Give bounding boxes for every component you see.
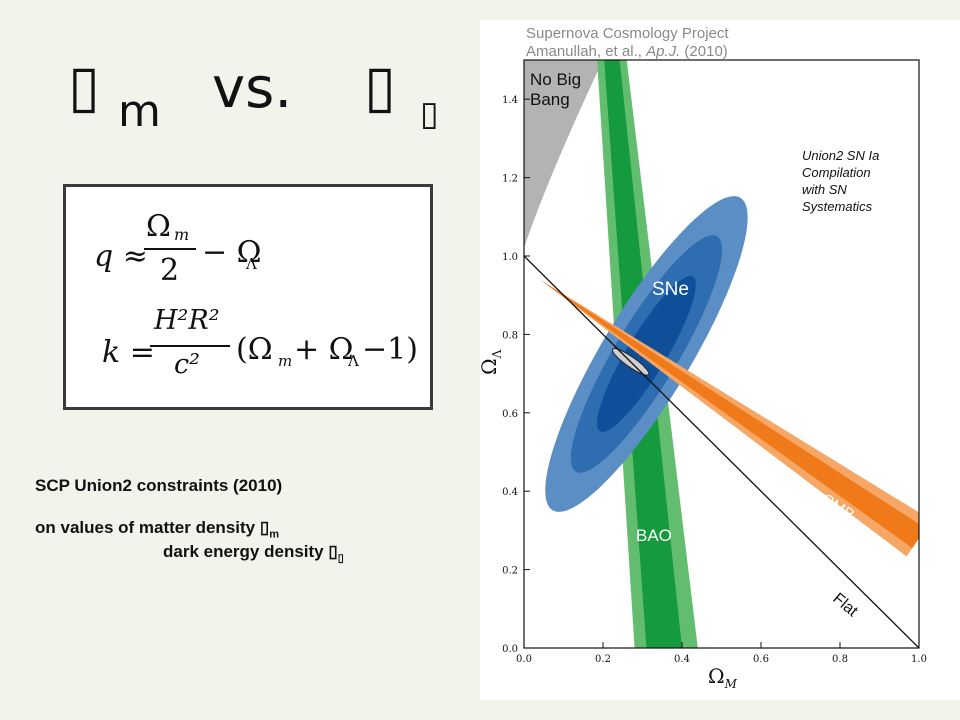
x-tick-label-2: 0.4 [674,654,690,665]
y-tick-label-5: 1.0 [502,252,518,263]
cosmology-contour-plot: Supernova Cosmology Project Amanullah, e… [480,20,960,700]
caption-omega-m-symbol: ▯ [259,518,270,537]
eq2-paren-open: (Ω [236,332,273,367]
caption-omega-m-sub: m [269,528,279,541]
cmb-band-group [539,279,919,557]
omega-lambda-symbol: ▯ [364,52,396,120]
y-tick-label-3: 0.6 [502,409,518,420]
annotation-bao: BAO [636,526,672,545]
eq1-rest-sub: Λ [246,255,257,273]
eq2-plus-omega: + Ω [294,332,354,367]
eq2-numerator: H²R² [154,305,220,336]
eq2-sub-lambda: Λ [348,352,359,370]
annotation-no-big-bang-2: Bang [530,90,570,109]
caption: SCP Union2 constraints (2010) on values … [35,476,465,565]
y-tick-label-2: 0.4 [502,487,518,498]
caption-line-3-text: dark energy density [163,542,329,562]
annotation-compilation-2: Compilation [802,165,871,180]
eq2-lhs: k = [102,335,155,370]
omega-m-subscript: m [118,86,161,137]
y-tick-label-1: 0.2 [502,566,518,577]
no-big-bang-region [524,60,603,249]
y-tick-label-0: 0.0 [502,644,518,655]
x-axis-ticks: 0.0 0.2 0.4 0.6 0.8 1.0 [516,642,927,665]
vs-label: vs. [212,56,293,121]
caption-line-3: dark energy density ▯▯ [35,542,465,564]
caption-line-2-text: on values of matter density [35,518,260,537]
eq1-rest: − Ω [202,235,262,270]
x-tick-label-4: 0.8 [832,654,848,665]
x-axis-label: ΩM [708,664,738,691]
equation-box: q ≈ Ω m 2 − Ω Λ k = H²R² c² (Ω m + Ω Λ −… [63,184,433,410]
x-tick-label-1: 0.2 [595,654,611,665]
y-tick-label-6: 1.2 [502,174,518,185]
eq1-lhs: q ≈ [94,239,148,274]
eq1-numerator: Ω [146,209,171,244]
plot-data-layer [524,60,919,648]
omega-lambda-subscript: ▯ [420,94,439,134]
eq1-fraction-bar [144,248,196,250]
cmb-band [539,279,919,557]
y-axis-ticks: 0.0 0.2 0.4 0.6 0.8 1.0 1.2 1.4 [502,95,530,655]
eq2-paren-close: −1) [362,332,418,367]
y-tick-label-4: 0.8 [502,330,518,341]
eq1-denominator: 2 [160,253,180,288]
annotation-compilation-1: Union2 SN Ia [802,148,879,163]
eq2-sub-m: m [278,352,293,370]
flat-universe-line [524,255,919,648]
eq2-denominator: c² [174,349,200,380]
annotation-sne: SNe [652,279,689,300]
caption-line-2: on values of matter density ▯m [35,518,465,540]
slide-title: ▯ m vs. ▯ ▯ [0,0,480,150]
eq2-fraction-bar [150,345,230,347]
annotation-compilation-3: with SN [802,182,847,197]
x-tick-label-0: 0.0 [516,654,532,665]
x-tick-label-3: 0.6 [753,654,769,665]
cmb-band-inner [539,279,919,549]
annotation-no-big-bang-1: No Big [530,70,581,89]
omega-m-symbol: ▯ [68,52,100,120]
plot-header-line-1: Supernova Cosmology Project [526,25,729,42]
caption-line-1: SCP Union2 constraints (2010) [35,476,283,495]
x-tick-label-5: 1.0 [911,654,927,665]
y-tick-label-7: 1.4 [502,95,518,106]
plot-header-line-2: Amanullah, et al., Ap.J. (2010) [526,43,728,60]
caption-omega-lambda-sub: ▯ [337,552,344,565]
annotation-compilation-4: Systematics [802,199,873,214]
caption-omega-lambda-symbol: ▯ [328,542,338,562]
eq1-numerator-sub: m [174,225,190,244]
y-axis-label: ΩΛ [480,349,504,375]
plot-frame [523,59,920,649]
